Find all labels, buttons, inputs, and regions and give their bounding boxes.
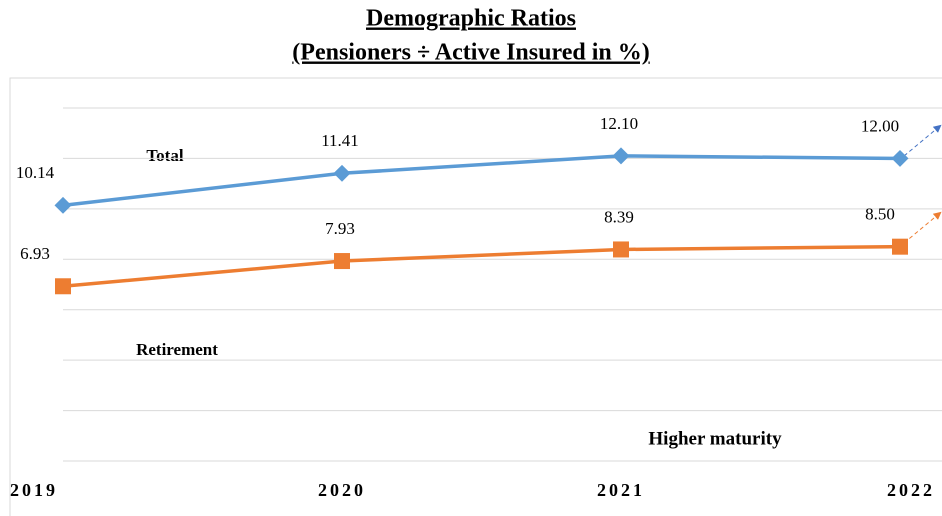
marker bbox=[55, 278, 71, 295]
projection-arrow bbox=[903, 124, 942, 157]
data-label: 6.93 bbox=[20, 244, 50, 263]
annotation: Higher maturity bbox=[648, 428, 782, 449]
marker bbox=[613, 241, 629, 258]
data-label: 7.93 bbox=[325, 219, 355, 238]
data-label: 12.10 bbox=[600, 114, 638, 133]
marker bbox=[612, 147, 630, 165]
data-label: 11.41 bbox=[321, 131, 359, 150]
series-line bbox=[62, 154, 901, 208]
marker bbox=[334, 253, 350, 270]
data-label: 10.14 bbox=[16, 163, 55, 182]
chart-border bbox=[9, 77, 942, 516]
projection-arrow bbox=[903, 211, 942, 244]
data-label: 8.39 bbox=[604, 207, 634, 226]
marker bbox=[892, 238, 908, 255]
x-tick-label: 2021 bbox=[597, 480, 645, 500]
series-label: Total bbox=[146, 146, 183, 165]
data-label: 12.00 bbox=[861, 116, 899, 135]
data-label: 8.50 bbox=[865, 205, 895, 224]
marker bbox=[333, 164, 351, 182]
x-tick-label: 2020 bbox=[318, 480, 366, 500]
series-line bbox=[62, 244, 901, 289]
marker bbox=[891, 149, 909, 167]
x-tick-label: 2022 bbox=[887, 480, 935, 500]
marker bbox=[54, 196, 72, 214]
chart-title: Demographic Ratios bbox=[366, 6, 576, 32]
x-tick-label: 2019 bbox=[10, 480, 58, 500]
series-label: Retirement bbox=[136, 340, 218, 359]
chart-subtitle: (Pensioners ÷ Active Insured in %) bbox=[292, 40, 649, 66]
